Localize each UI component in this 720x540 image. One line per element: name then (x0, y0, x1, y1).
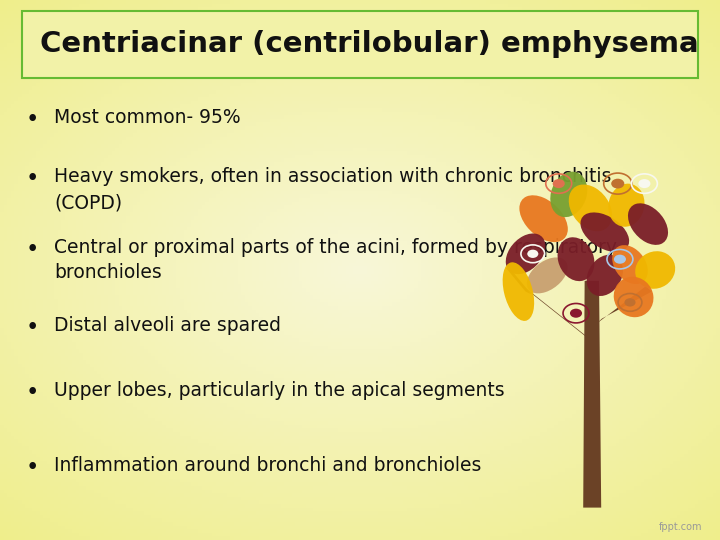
Text: Heavy smokers, often in association with chronic bronchitis
(COPD): Heavy smokers, often in association with… (54, 167, 611, 212)
Text: •: • (25, 456, 39, 480)
Circle shape (527, 249, 539, 258)
Ellipse shape (527, 258, 567, 293)
Circle shape (553, 179, 564, 188)
Ellipse shape (587, 255, 623, 296)
Ellipse shape (635, 251, 675, 289)
Text: •: • (25, 381, 39, 404)
Circle shape (570, 309, 582, 318)
Text: Central or proximal parts of the acini, formed by respiratory
bronchioles: Central or proximal parts of the acini, … (54, 238, 617, 282)
Circle shape (614, 255, 626, 264)
Ellipse shape (580, 212, 629, 252)
Text: Inflammation around bronchi and bronchioles: Inflammation around bronchi and bronchio… (54, 456, 482, 475)
Ellipse shape (613, 277, 654, 317)
Ellipse shape (608, 184, 644, 227)
Text: •: • (25, 108, 39, 131)
Ellipse shape (550, 172, 588, 217)
Circle shape (639, 179, 650, 188)
Text: •: • (25, 238, 39, 261)
Ellipse shape (505, 233, 546, 274)
FancyBboxPatch shape (22, 11, 698, 78)
Circle shape (611, 179, 624, 188)
Polygon shape (523, 286, 590, 340)
Polygon shape (596, 286, 652, 324)
Text: •: • (25, 316, 39, 339)
Text: Centriacinar (centrilobular) emphysema: Centriacinar (centrilobular) emphysema (40, 30, 698, 58)
Polygon shape (505, 267, 531, 294)
Ellipse shape (628, 203, 668, 245)
Ellipse shape (557, 237, 595, 281)
Ellipse shape (503, 262, 534, 321)
Text: Distal alveoli are spared: Distal alveoli are spared (54, 316, 281, 335)
Circle shape (624, 298, 636, 307)
Polygon shape (583, 281, 601, 508)
Text: Most common- 95%: Most common- 95% (54, 108, 240, 127)
Ellipse shape (519, 195, 568, 242)
Text: •: • (25, 167, 39, 191)
Text: Upper lobes, particularly in the apical segments: Upper lobes, particularly in the apical … (54, 381, 505, 400)
Ellipse shape (569, 185, 612, 231)
Ellipse shape (612, 245, 648, 284)
Text: fppt.com: fppt.com (659, 522, 702, 532)
